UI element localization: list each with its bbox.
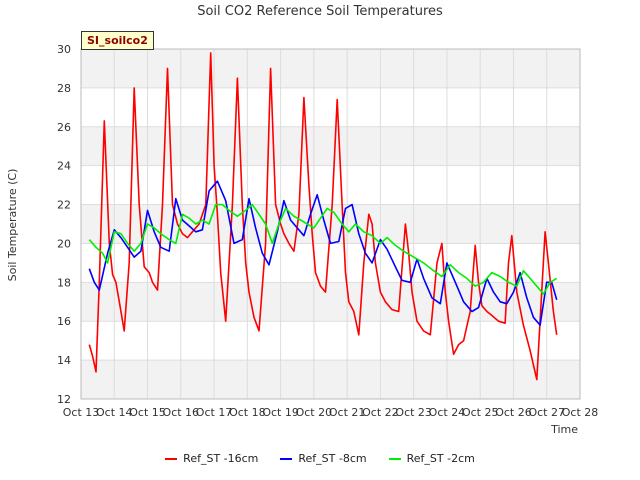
x-tick-label: Oct 26 [495, 406, 532, 419]
y-tick-label: 16 [57, 315, 71, 328]
x-tick-label: Oct 18 [229, 406, 266, 419]
background-band [81, 360, 580, 399]
station-badge: SI_soilco2 [81, 31, 154, 50]
y-tick-label: 12 [57, 393, 71, 406]
x-tick-label: Oct 28 [562, 406, 599, 419]
y-tick-label: 18 [57, 276, 71, 289]
series-lines [88, 52, 558, 381]
legend-swatch-8cm [280, 457, 293, 460]
x-tick-label: Oct 25 [462, 406, 499, 419]
y-tick-label: 26 [57, 121, 71, 134]
legend-item-8cm: Ref_ST -8cm [280, 452, 367, 465]
plot-frame [80, 48, 581, 400]
x-tick-label: Oct 14 [96, 406, 133, 419]
x-tick-label: Oct 20 [296, 406, 333, 419]
x-tick-label: Oct 21 [329, 406, 366, 419]
legend-item-2cm: Ref_ST -2cm [388, 452, 475, 465]
y-tick-label: 20 [57, 237, 71, 250]
x-tick-label: Oct 27 [528, 406, 565, 419]
legend-label-16cm: Ref_ST -16cm [183, 452, 259, 465]
x-tick-label: Oct 17 [196, 406, 233, 419]
y-tick-label: 24 [57, 160, 71, 173]
series-line-8cm [88, 180, 558, 326]
x-tick-label: Oct 19 [262, 406, 299, 419]
chart-title: Soil CO2 Reference Soil Temperatures [197, 4, 443, 19]
background-band [81, 282, 580, 322]
y-axis-label: Soil Temperature (C) [6, 169, 19, 282]
y-tick-label: 28 [57, 82, 71, 95]
y-tick-label: 22 [57, 199, 71, 212]
legend-swatch-16cm [165, 457, 178, 460]
legend-label-2cm: Ref_ST -2cm [406, 452, 475, 465]
background-band [81, 49, 580, 88]
series-line-16cm [88, 52, 558, 381]
legend-item-16cm: Ref_ST -16cm [165, 452, 258, 465]
x-tick-label: Oct 13 [63, 406, 100, 419]
legend: Ref_ST -16cm Ref_ST -8cm Ref_ST -2cm [0, 452, 640, 465]
y-tick-label: 30 [57, 43, 71, 56]
x-tick-label: Oct 24 [429, 406, 466, 419]
series-line-2cm [88, 203, 558, 295]
x-tick-label: Oct 23 [395, 406, 432, 419]
x-tick-label: Oct 15 [129, 406, 166, 419]
x-tick-label: Oct 22 [362, 406, 399, 419]
y-tick-label: 14 [57, 354, 71, 367]
x-axis-label: Time [550, 423, 578, 436]
legend-label-8cm: Ref_ST -8cm [298, 452, 367, 465]
x-tick-label: Oct 16 [163, 406, 200, 419]
background-band [81, 126, 580, 166]
legend-swatch-2cm [388, 457, 401, 460]
